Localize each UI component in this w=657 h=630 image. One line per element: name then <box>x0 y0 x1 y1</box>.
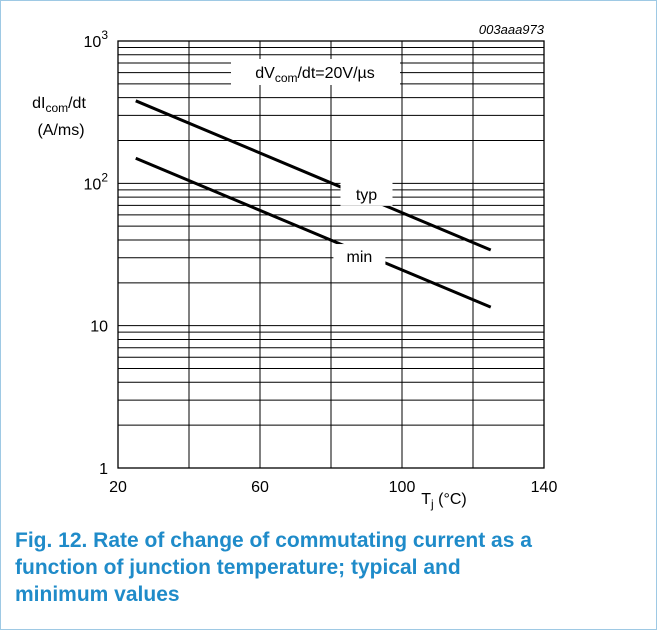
y-tick-label: 10 <box>90 319 108 336</box>
figure-id: 003aaa973 <box>479 22 545 37</box>
x-tick-label: 100 <box>389 479 416 496</box>
series-label-min: min <box>347 249 373 266</box>
figure-caption: Fig. 12. Rate of change of commutating c… <box>15 529 532 606</box>
y-tick-label: 102 <box>84 170 109 193</box>
x-tick-labels: 20 60 100 140 <box>109 479 557 496</box>
annotation-text: dVcom/dt=20V/µs <box>255 65 375 85</box>
y-axis-label-line2: (A/ms) <box>37 122 84 139</box>
y-tick-label: 1 <box>99 461 108 478</box>
chart: 1 10 102 103 20 60 100 140 typ min 003aaa973 dI… <box>32 22 557 511</box>
series: typ min <box>135 99 492 309</box>
x-tick-label: 140 <box>531 479 558 496</box>
x-tick-label: 20 <box>109 479 127 496</box>
series-line-typ <box>135 99 492 252</box>
x-tick-label: 60 <box>251 479 269 496</box>
y-tick-labels: 1 10 102 103 <box>84 28 109 478</box>
x-axis-label: Tj (°C) <box>421 491 467 511</box>
series-label-typ: typ <box>356 187 377 204</box>
series-label-background <box>333 244 386 269</box>
series-line-min <box>135 156 492 309</box>
grid <box>118 41 544 468</box>
y-tick-label: 103 <box>84 28 109 51</box>
plot-border <box>117 40 545 469</box>
annotation-background <box>231 59 400 85</box>
y-axis-label-line1: dIcom/dt <box>32 95 86 115</box>
series-label-background <box>340 181 393 206</box>
